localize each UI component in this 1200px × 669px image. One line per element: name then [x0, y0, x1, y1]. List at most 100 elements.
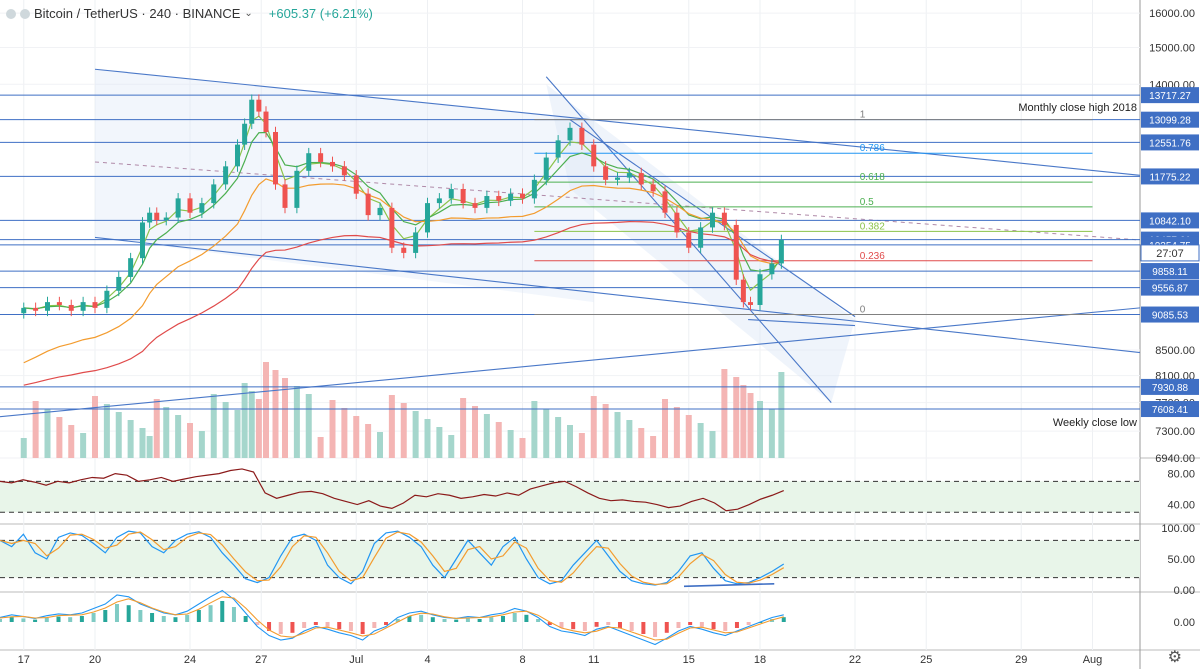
- volume-bar: [495, 422, 502, 458]
- candle-body: [256, 99, 262, 112]
- macd-bar: [419, 614, 424, 622]
- candle-body: [472, 203, 478, 208]
- candle-body: [579, 127, 585, 145]
- candle-body: [484, 196, 490, 208]
- volume-bar: [139, 428, 146, 458]
- macd-bar: [267, 622, 272, 631]
- price-label: 11775.22: [1150, 172, 1191, 183]
- symbol-bar[interactable]: Bitcoin / TetherUS · 240 · BINANCE ⌄ +60…: [6, 6, 373, 21]
- volume-bar: [519, 438, 526, 458]
- macd-bar: [290, 622, 295, 633]
- candle-body: [263, 111, 269, 132]
- macd-bar: [56, 616, 61, 622]
- candle-body: [377, 207, 383, 216]
- gear-icon[interactable]: ⚙: [1167, 649, 1182, 666]
- macd-bar: [103, 610, 108, 622]
- volume-bar: [483, 414, 490, 458]
- macd-bar: [606, 622, 611, 625]
- fib-label: 0.5: [860, 197, 874, 208]
- candle-body: [353, 175, 359, 194]
- candle-body: [626, 173, 632, 178]
- price-label-bg: [1141, 168, 1199, 185]
- macd-bar: [220, 601, 225, 622]
- volume-bars: [20, 362, 785, 458]
- macd-bar: [21, 618, 26, 622]
- candle-body: [531, 179, 537, 199]
- axes: 17 20 24 27 Jul 4 8 11 15 18 22 25 29 Aug 16000.00 1500…: [18, 8, 1195, 666]
- volume-bar: [424, 419, 431, 458]
- macd-bar: [430, 617, 435, 622]
- trendline: [0, 307, 1141, 418]
- price-label: 7930.88: [1152, 383, 1189, 394]
- rsi-tick: 40.00: [1167, 500, 1195, 512]
- price-change: +605.37 (+6.21%): [268, 6, 373, 21]
- macd-bar: [44, 617, 49, 622]
- price-label: 7608.41: [1152, 405, 1189, 416]
- macd-bar: [723, 622, 728, 631]
- chevron-down-icon[interactable]: ⌄: [244, 8, 253, 19]
- rsi-tick: 80.00: [1167, 469, 1195, 481]
- candle-body: [56, 302, 62, 305]
- macd-bar: [208, 605, 213, 622]
- macd-bar: [313, 622, 318, 625]
- candle-body: [769, 263, 775, 275]
- price-label-bg: [1141, 212, 1199, 229]
- macd-bar: [512, 613, 517, 622]
- stoch-band: [0, 540, 1140, 578]
- macd-bar: [150, 613, 155, 622]
- indicator-dot-icon: [6, 8, 16, 19]
- candle-body: [615, 177, 620, 180]
- macd-bar: [196, 610, 201, 622]
- stoch-d-line: [0, 531, 785, 586]
- symbol-title[interactable]: Bitcoin / TetherUS · 240 · BINANCE: [34, 6, 241, 21]
- volume-bar: [567, 425, 573, 458]
- x-tick-label: 4: [424, 654, 430, 666]
- candle-body: [448, 189, 454, 199]
- indicators: [0, 468, 1140, 646]
- fib-label: 0.382: [860, 221, 885, 232]
- volume-bar: [747, 393, 754, 458]
- volume-bar: [673, 407, 680, 458]
- candle-body: [92, 302, 98, 308]
- price-label-bg: [1141, 401, 1199, 418]
- macd-bar: [664, 622, 669, 633]
- volume-bar: [697, 423, 704, 458]
- volume-bar: [234, 410, 241, 458]
- trendline: [94, 236, 1141, 354]
- x-tick-label: 24: [184, 654, 196, 666]
- macd-bar: [547, 622, 552, 625]
- macd-bar: [641, 622, 646, 634]
- fib-label: 0.618: [860, 172, 885, 183]
- volume-bar: [436, 427, 443, 458]
- volume-bar: [543, 409, 550, 458]
- candle-body: [341, 166, 347, 176]
- volume-bar: [614, 412, 621, 458]
- candle-body: [662, 191, 668, 213]
- candle-body: [543, 157, 549, 180]
- volume-bar: [329, 400, 336, 458]
- macd-bar: [571, 622, 576, 630]
- candle-body: [21, 307, 27, 314]
- macd-bar: [594, 622, 599, 627]
- candle-body: [520, 193, 525, 199]
- volume-bar: [626, 420, 633, 458]
- volume-bar: [293, 386, 300, 458]
- candle-body: [306, 153, 312, 171]
- macd-bar: [617, 622, 622, 628]
- macd-bar: [0, 619, 2, 622]
- trendline: [748, 319, 856, 327]
- candle-body: [318, 153, 324, 162]
- x-tick-label: 22: [849, 654, 861, 666]
- candle-body: [68, 304, 74, 311]
- macd-bar: [126, 605, 131, 622]
- macd-bar: [489, 617, 494, 622]
- candle-body: [154, 212, 160, 221]
- volume-bar: [638, 428, 645, 458]
- volume-bar: [507, 430, 514, 458]
- price-label-bg: [1141, 279, 1199, 296]
- price-label-bg: [1141, 378, 1199, 395]
- candle-body: [460, 189, 466, 204]
- macd-bar: [384, 622, 389, 625]
- price-label: 9085.53: [1152, 311, 1189, 322]
